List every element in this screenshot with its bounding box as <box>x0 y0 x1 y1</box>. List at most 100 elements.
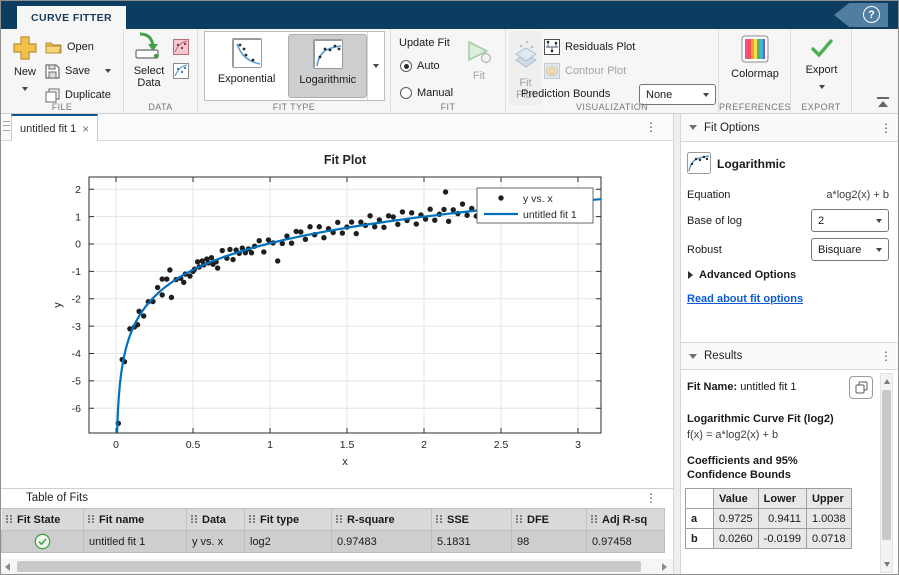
fit-button[interactable]: Fit <box>461 39 497 82</box>
select-data-button[interactable]: Select Data <box>128 32 170 89</box>
colormap-button[interactable]: Colormap <box>719 35 791 80</box>
base-of-log-value: 2 <box>818 214 825 227</box>
copy-results-button[interactable] <box>849 376 873 399</box>
coeff-a-lower: 0.9411 <box>757 508 807 529</box>
prediction-bounds-value: None <box>646 88 673 101</box>
coefficients-table: Value Lower Upper a 0.9725 0.9411 1.0038… <box>685 488 852 549</box>
column-header-sse[interactable]: SSE <box>431 508 512 531</box>
fit-type-logarithmic-selected[interactable]: Logarithmic <box>288 34 368 98</box>
plot-panel-menu-icon[interactable]: ⋮ <box>645 120 657 134</box>
radio-auto[interactable]: Auto <box>400 56 440 76</box>
coefficients-title-2: Confidence Bounds <box>687 469 791 481</box>
save-button[interactable]: Save <box>45 61 112 81</box>
column-header-fit-state[interactable]: Fit State <box>1 508 84 531</box>
fit-type-gallery-dropdown[interactable] <box>367 32 384 100</box>
svg-text:0: 0 <box>113 439 119 451</box>
fit-success-icon <box>34 533 51 550</box>
read-about-fit-options-link[interactable]: Read about fit options <box>687 293 804 305</box>
column-grip-icon[interactable] <box>336 514 342 523</box>
coefficients-header-row: Value Lower Upper <box>685 488 852 509</box>
column-grip-icon[interactable] <box>6 514 12 523</box>
column-header-data[interactable]: Data <box>186 508 245 531</box>
svg-text:3: 3 <box>575 439 581 451</box>
panel-grip-icon[interactable] <box>3 121 10 131</box>
contour-plot-button[interactable]: Contour Plot <box>544 61 626 81</box>
data-cell: y vs. x <box>186 530 245 553</box>
column-header-fit-type[interactable]: Fit type <box>244 508 332 531</box>
table-of-fits-titlebar: Table of Fits ⋮ <box>1 488 673 508</box>
residuals-plot-label: Residuals Plot <box>565 41 636 53</box>
save-label: Save <box>65 65 91 77</box>
base-of-log-caret <box>876 218 882 223</box>
base-of-log-dropdown[interactable]: 2 <box>811 209 889 232</box>
scroll-left-icon[interactable] <box>5 563 10 571</box>
column-grip-icon[interactable] <box>88 514 94 523</box>
robust-dropdown[interactable]: Bisquare <box>811 238 889 261</box>
document-tab-label: untitled fit 1 <box>20 122 77 135</box>
column-grip-icon[interactable] <box>591 514 597 523</box>
section-label-data: DATA <box>148 102 173 112</box>
column-grip-icon[interactable] <box>436 514 442 523</box>
exclude-outliers-icon[interactable] <box>173 39 189 55</box>
coeff-a-label: a <box>685 508 714 529</box>
new-button[interactable]: New <box>7 33 43 96</box>
column-grip-icon[interactable] <box>249 514 255 523</box>
results-scrollbar[interactable] <box>880 373 893 573</box>
results-scroll-thumb[interactable] <box>882 390 891 540</box>
duplicate-button[interactable]: Duplicate <box>45 85 111 105</box>
coefficients-title-1: Coefficients and 95% <box>687 455 798 467</box>
section-fit-type: Exponential Logarithmic FIT TYPE <box>198 29 391 114</box>
coeff-b-upper: 0.0718 <box>805 528 852 549</box>
results-header[interactable]: Results ⋮ <box>681 342 898 370</box>
save-dropdown-caret[interactable] <box>105 69 112 73</box>
table-of-fits-menu-icon[interactable]: ⋮ <box>645 491 657 505</box>
logarithmic-label: Logarithmic <box>299 74 357 86</box>
section-export: Export EXPORT <box>791 29 852 114</box>
table-scroll-thumb[interactable] <box>17 561 641 572</box>
panel-splitter[interactable] <box>673 114 681 574</box>
coeff-a-upper: 1.0038 <box>805 508 852 529</box>
column-header-fit-name[interactable]: Fit name <box>83 508 187 531</box>
scroll-right-icon[interactable] <box>662 563 667 571</box>
document-tab-untitled-fit-1[interactable]: untitled fit 1 × <box>11 114 99 141</box>
fit-table-row[interactable]: untitled fit 1 y vs. x log2 0.97483 5.18… <box>1 530 665 553</box>
column-header-adj-r-sq[interactable]: Adj R-sq <box>586 508 665 531</box>
scroll-down-icon[interactable] <box>884 562 890 567</box>
svg-text:-1: -1 <box>72 266 81 278</box>
help-glyph: ? <box>868 8 875 21</box>
export-label: Export <box>805 64 838 76</box>
table-horizontal-scrollbar[interactable] <box>1 559 673 574</box>
radio-manual[interactable]: Manual <box>400 83 453 103</box>
prediction-bounds-dropdown[interactable]: None <box>639 84 716 105</box>
open-button[interactable]: Open <box>45 37 94 57</box>
results-collapse-icon[interactable] <box>689 353 697 359</box>
collapse-ribbon-button[interactable] <box>876 97 890 107</box>
fit-options-menu-icon[interactable]: ⋮ <box>880 120 892 135</box>
fit-options-collapse-icon[interactable] <box>689 125 697 130</box>
fit-equation-text: f(x) = a*log2(x) + b <box>687 429 779 441</box>
fit-options-header[interactable]: Fit Options ⋮ <box>681 114 898 142</box>
coeff-header-lower: Lower <box>757 488 807 509</box>
logarithmic-icon <box>312 39 343 69</box>
fit-name-label: Fit Name: <box>687 381 738 393</box>
scroll-up-icon[interactable] <box>884 379 890 384</box>
validation-data-icon[interactable] <box>173 63 189 79</box>
tab-close-icon[interactable]: × <box>82 121 90 136</box>
svg-text:1.5: 1.5 <box>340 439 355 451</box>
export-button[interactable]: Export <box>791 37 852 94</box>
section-preferences: Colormap PREFERENCES <box>719 29 791 114</box>
column-header-dfe[interactable]: DFE <box>511 508 587 531</box>
svg-text:-2: -2 <box>72 293 81 305</box>
advanced-options-arrow-icon <box>688 271 693 279</box>
advanced-options-expander[interactable]: Advanced Options <box>688 269 796 281</box>
fit-plot-button[interactable]: Fit Plot <box>509 31 542 105</box>
help-icon[interactable]: ? <box>863 6 880 23</box>
residuals-plot-button[interactable]: Residuals Plot <box>544 37 635 57</box>
duplicate-icon <box>45 88 60 102</box>
fit-type-exponential[interactable]: Exponential <box>207 34 286 98</box>
ribbon-tab-curve-fitter[interactable]: CURVE FITTER <box>17 6 127 29</box>
column-header-r-square[interactable]: R-square <box>331 508 432 531</box>
column-grip-icon[interactable] <box>516 514 522 523</box>
results-menu-icon[interactable]: ⋮ <box>880 349 892 363</box>
column-grip-icon[interactable] <box>191 514 197 523</box>
